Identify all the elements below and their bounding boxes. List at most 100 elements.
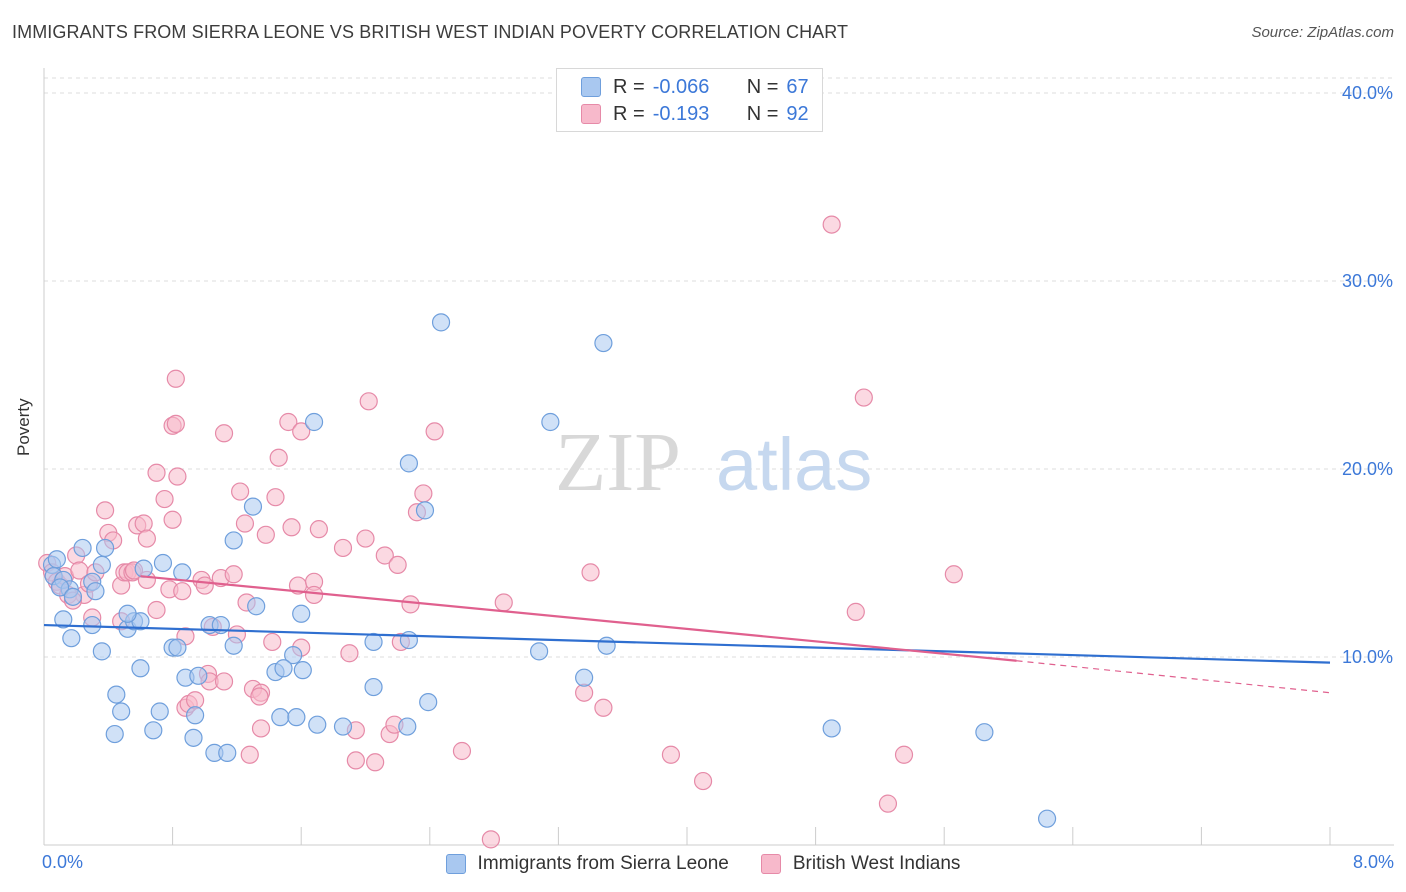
data-point [1037,809,1057,828]
data-point [282,518,301,537]
data-point [594,698,613,717]
data-point [153,553,173,573]
data-point [134,559,153,578]
data-point [425,422,444,441]
data-point [62,629,81,648]
data-point [401,595,420,614]
data-point [63,587,83,606]
data-point [224,636,243,655]
data-point [359,392,378,411]
chart-title: IMMIGRANTS FROM SIERRA LEONE VS BRITISH … [12,22,849,42]
trend-lines [43,575,1331,694]
data-point [693,771,713,791]
data-point [308,715,327,734]
data-point [250,687,269,706]
data-point [73,538,92,558]
legend-swatch-pink [760,854,781,874]
legend-item-british-west-indians: British West Indians [760,853,961,875]
legend-r-label: R = [613,75,645,98]
legend-swatch-pink [581,104,601,124]
trend-line-british-west-indians-extension [1016,660,1331,694]
source-credit: Source: ZipAtlas.com [1251,24,1394,41]
data-point [481,830,500,849]
data-point [846,602,865,621]
data-point [271,708,290,727]
data-point [375,546,394,565]
data-point [333,538,353,558]
data-point [95,538,115,558]
data-point [83,615,102,635]
data-point [399,630,419,650]
y-tick-label: 40.0% [1342,83,1393,103]
data-point [266,488,285,507]
data-point [279,412,298,432]
data-point [131,659,150,678]
legend-n-value: 92 [786,102,809,125]
data-point [134,514,153,533]
data-point [231,482,250,501]
data-point [431,313,451,332]
data-point [247,597,266,616]
data-point [107,685,126,704]
grid-lines [44,77,1394,658]
legend-n-value: 67 [786,75,809,98]
data-point [168,638,187,657]
data-point [292,604,311,623]
data-point [263,632,282,652]
data-point [112,702,131,721]
data-point [944,565,963,584]
data-point [137,529,156,548]
x-axis-min-label: 0.0% [42,852,84,872]
data-point [224,531,243,550]
legend-label-sierra-leone: Immigrants from Sierra Leone [477,853,729,874]
y-tick-label: 30.0% [1342,271,1393,291]
legend-n-label: N = [746,75,779,98]
legend-item-sierra-leone: Immigrants from Sierra Leone [445,853,729,875]
data-point [364,677,383,697]
data-point [189,666,208,685]
data-point [274,659,293,678]
data-point [54,610,73,629]
data-point [118,604,137,623]
data-point [214,672,234,691]
data-point [224,565,243,584]
data-point [50,578,70,597]
data-point [399,454,419,473]
data-point [287,708,306,727]
data-point [822,719,841,738]
data-point [47,550,66,569]
correlation-legend: R = -0.066 N = 67 R = -0.193 N = 92 [556,68,823,132]
series-sierra-leone [42,313,1057,828]
data-point [186,706,205,725]
data-point [105,724,124,744]
data-point [340,644,359,663]
data-point [822,215,841,234]
data-point [398,717,417,736]
data-point [240,745,259,764]
y-axis-label: Poverty [14,398,33,456]
data-point [147,600,166,620]
data-point [661,745,681,764]
data-point [163,510,182,529]
watermark-zip: ZIP [555,416,681,509]
legend-swatch-blue [445,854,466,874]
y-tick-labels: 10.0% 20.0% 30.0% 40.0% [1342,83,1393,667]
series-legend: Immigrants from Sierra Leone British Wes… [0,850,1406,878]
data-point [195,576,214,595]
legend-row-british-west-indians: R = -0.193 N = 92 [581,101,809,127]
data-point [894,745,914,764]
data-point [346,751,365,770]
y-tick-label: 20.0% [1342,459,1393,479]
data-point [364,632,383,652]
data-point [452,741,472,761]
series-british-west-indians [38,215,963,849]
data-point [414,484,433,503]
legend-label-british-west-indians: British West Indians [792,853,961,874]
data-point [530,642,549,661]
data-point [575,668,594,687]
data-point [284,646,303,665]
data-point [173,563,192,582]
data-point [86,582,105,601]
data-point [251,719,271,738]
